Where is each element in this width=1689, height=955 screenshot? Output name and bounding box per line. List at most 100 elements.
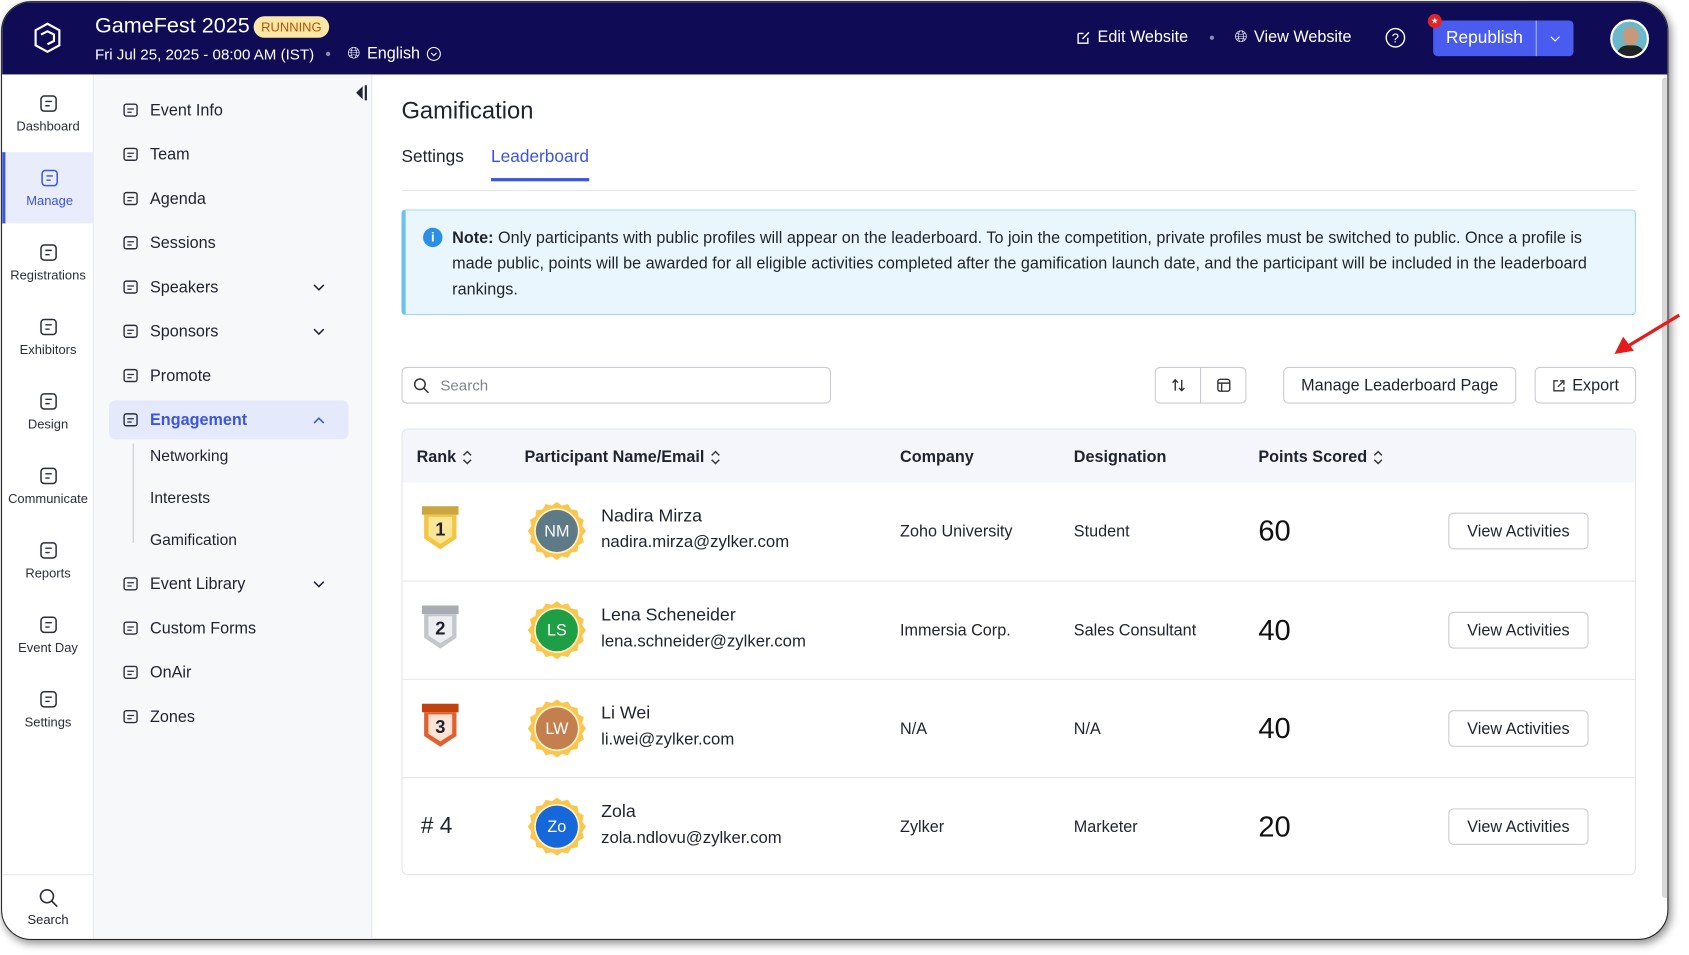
view-activities-button[interactable]: View Activities [1448,512,1589,550]
tab-settings[interactable]: Settings [401,147,464,167]
sidebar-item-speakers[interactable]: Speakers [109,268,349,307]
clipboard-icon [39,244,57,261]
columns-button[interactable] [1200,366,1247,404]
view-activities-button[interactable]: View Activities [1448,611,1589,649]
dashboard-icon [39,95,57,112]
points-scored: 60 [1258,514,1291,548]
sort-button[interactable] [1154,366,1202,404]
user-avatar[interactable] [1610,19,1650,59]
sidebar-item-label: Engagement [150,410,248,429]
app-logo-icon[interactable] [32,22,62,54]
sidebar-subitem-gamification[interactable]: Gamification [150,532,237,550]
rail-item-registrations[interactable]: Registrations [2,227,94,298]
participant-name: Nadira Mirza [601,506,703,526]
column-header-points-scored[interactable]: Points Scored [1258,448,1383,466]
sidebar-subitem-networking[interactable]: Networking [150,447,229,466]
republish-button-group: Republish [1433,20,1574,57]
points-scored: 40 [1258,614,1291,647]
chevron-up-icon [313,416,325,424]
rail-item-event-day[interactable]: Event Day [2,599,94,670]
rail-item-manage[interactable]: Manage [2,152,94,224]
sidebar-item-zones[interactable]: Zones [109,697,349,736]
sidebar-item-sessions[interactable]: Sessions [109,223,349,262]
column-label: Participant Name/Email [524,447,705,467]
sidebar-subitem-interests[interactable]: Interests [150,489,211,508]
avatar-initials: LS [547,622,567,640]
designation: Marketer [1073,818,1138,837]
edit-icon [1077,31,1090,44]
rail-item-dashboard[interactable]: Dashboard [2,78,94,149]
sidebar-item-label: Event Library [150,574,246,594]
rail-item-settings[interactable]: Settings [2,673,94,744]
rail-item-communicate[interactable]: Communicate [2,450,94,521]
sidebar-item-onair[interactable]: OnAir [109,653,349,692]
company: Zylker [900,818,945,837]
scrollbar[interactable] [1661,77,1668,898]
rail-item-label: Registrations [10,267,86,283]
sidebar-item-engagement[interactable]: Engagement [108,400,349,440]
view-activities-button[interactable]: View Activities [1448,808,1589,846]
event-datetime: Fri Jul 25, 2025 - 08:00 AM (IST) [94,45,315,63]
sidebar-item-label: Team [150,145,190,164]
participant-email: li.wei@zylker.com [601,730,735,749]
menu-item-icon [123,324,138,338]
sidebar-item-sponsors[interactable]: Sponsors [109,312,349,351]
export-button[interactable]: Export [1534,366,1637,404]
menu-item-icon [123,413,138,427]
participant-avatar: NM [527,501,587,561]
red-arrow-annotation [1614,313,1681,354]
rail-item-label: Exhibitors [19,342,77,358]
sidebar-item-event-library[interactable]: Event Library [109,564,349,603]
mail-icon [39,467,57,485]
sort-icon [1373,450,1383,464]
tab-divider [401,189,1637,192]
column-header-rank[interactable]: Rank [417,448,473,466]
points-scored: 40 [1258,712,1291,745]
view-website-label: View Website [1254,28,1352,47]
rail-item-label: Design [27,416,69,432]
search-input[interactable]: Search [401,366,831,404]
view-website-link[interactable]: 🌐︎ View Website [1235,28,1352,46]
booth-icon [39,318,57,336]
export-label: Export [1572,376,1619,395]
sidebar-item-team[interactable]: Team [109,135,349,174]
manage-leaderboard-page-button[interactable]: Manage Leaderboard Page [1283,366,1517,404]
sidebar-item-agenda[interactable]: Agenda [109,179,349,218]
column-header-participant-name-email[interactable]: Participant Name/Email [524,448,720,466]
rail-item-exhibitors[interactable]: Exhibitors [2,301,94,372]
column-header-designation: Designation [1074,448,1167,466]
column-label: Company [900,447,974,467]
sort-icon [710,450,720,464]
separator-dot [1209,35,1215,40]
republish-dropdown[interactable] [1537,21,1574,57]
leaderboard-table: Rank Participant Name/Email Company Designa… [401,428,1637,876]
designation: Student [1073,522,1130,541]
rail-search[interactable]: Search [2,874,94,939]
edit-website-link[interactable]: Edit Website [1076,28,1188,46]
company: Immersia Corp. [900,621,1011,640]
sidebar-item-label: Zones [150,707,196,726]
rail-item-label: Communicate [8,491,88,507]
app-window: GameFest 2025 RUNNING Fri Jul 25, 2025 -… [1,1,1669,940]
rail-item-reports[interactable]: Reports [2,524,94,595]
collapse-sidebar-icon[interactable] [356,86,363,100]
sort-arrows-icon [1171,378,1185,392]
rail-item-design[interactable]: Design [2,376,94,447]
menu-item-icon [123,280,138,294]
search-icon [39,888,58,908]
tab-leaderboard[interactable]: Leaderboard [491,148,589,182]
language-label: English [366,44,421,63]
star-badge-icon: ★ [1427,14,1442,29]
sidebar-item-promote[interactable]: Promote [109,356,349,395]
rail-item-label: Settings [24,714,72,730]
language-selector[interactable]: 🌐︎ English [348,44,442,63]
sidebar-item-custom-forms[interactable]: Custom Forms [109,609,349,648]
view-activities-button[interactable]: View Activities [1448,710,1589,747]
republish-button[interactable]: Republish [1433,20,1537,57]
rail-search-label: Search [27,911,69,928]
help-icon[interactable]: ? [1385,27,1407,49]
sidebar-item-label: Event Info [150,100,223,120]
calendar-gear-icon [41,169,58,187]
sort-icon [462,450,472,464]
sidebar-item-event-info[interactable]: Event Info [109,91,349,130]
